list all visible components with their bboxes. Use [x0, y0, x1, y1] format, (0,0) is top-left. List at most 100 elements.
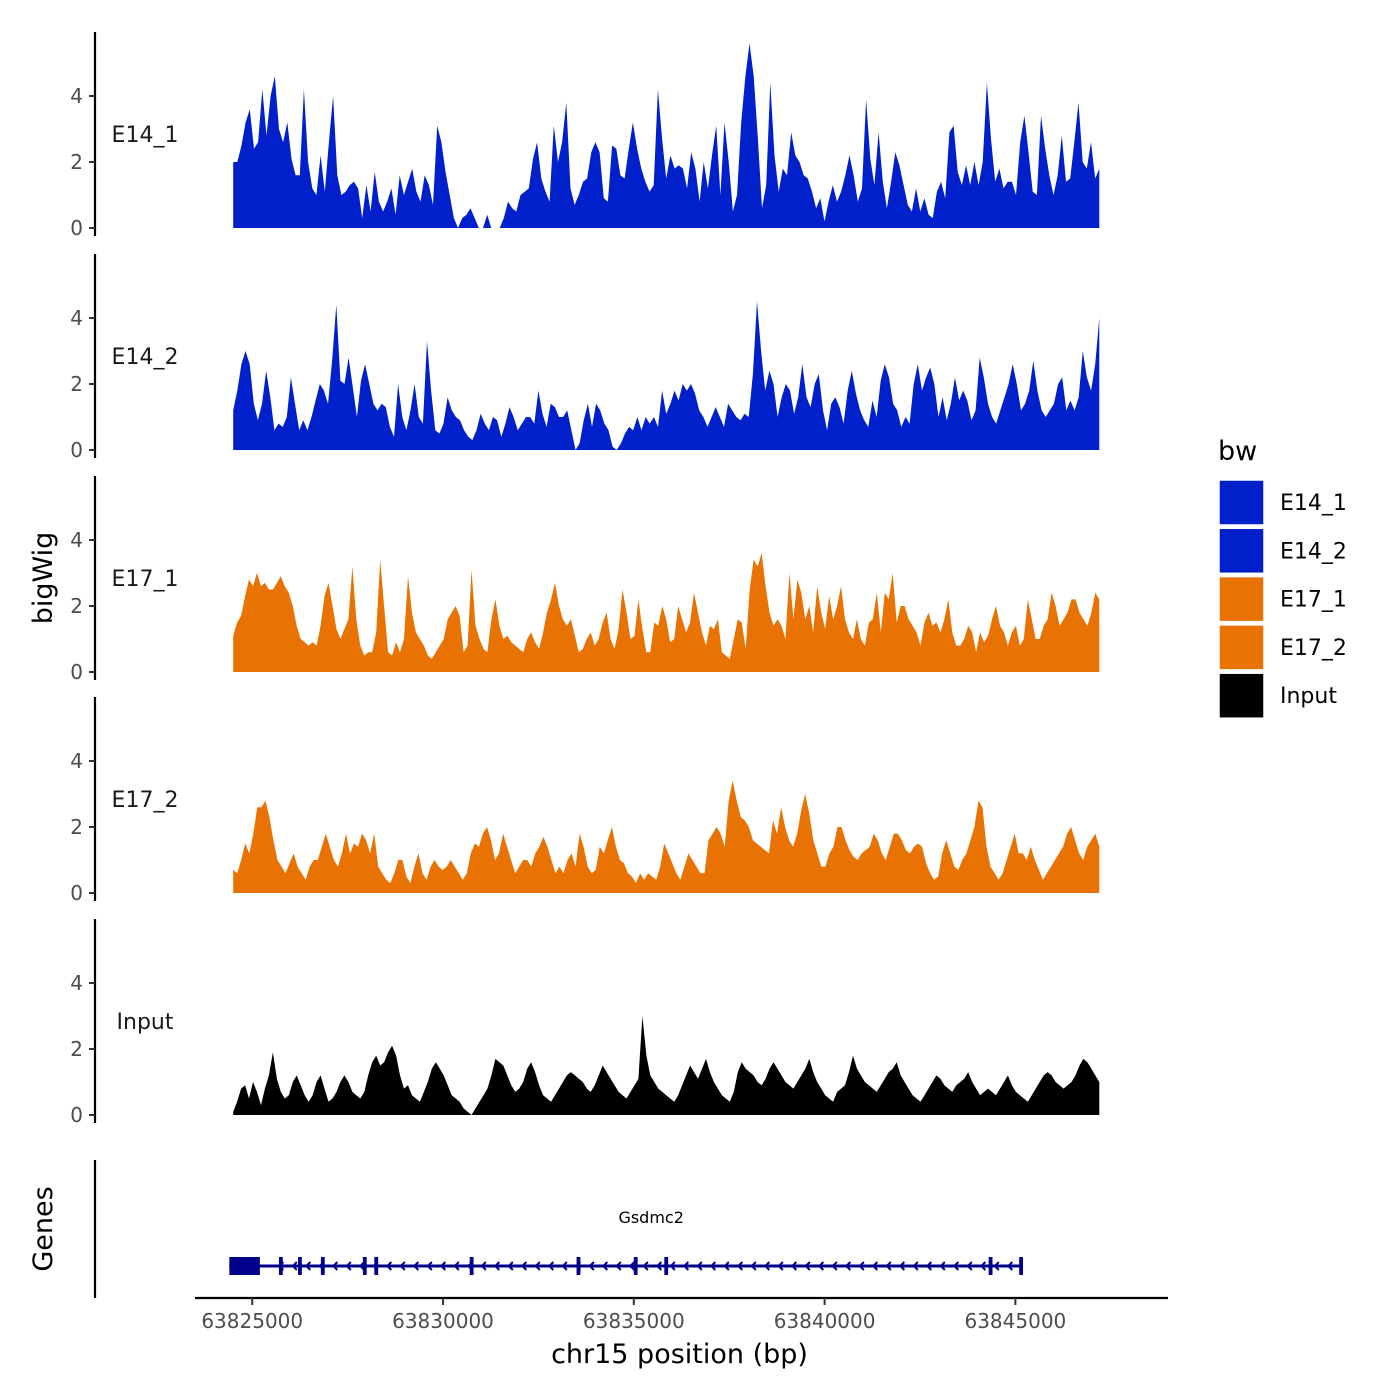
track-E17_1: 0 2 4 E17_1: [70, 476, 1100, 684]
strand-arrow-icon: [547, 1261, 555, 1271]
legend: bw E14_1 E14_2 E17_1 E17_2 Input: [1218, 436, 1347, 719]
strand-arrow-icon: [453, 1261, 460, 1271]
x-tick-label: 63840000: [774, 1309, 876, 1333]
track-E17_2: 0 2 4 E17_2: [70, 697, 1100, 905]
strand-arrow-icon: [844, 1261, 852, 1271]
strand-arrow-icon: [777, 1261, 784, 1271]
strand-arrow-icon: [480, 1261, 487, 1271]
strand-arrow-icon: [345, 1261, 352, 1271]
gene-exon[interactable]: [988, 1257, 993, 1275]
track-label-E14_1: E14_1: [112, 123, 179, 148]
genes-axis-title: Genes: [28, 1186, 59, 1271]
legend-title: bw: [1218, 436, 1257, 467]
y-tick-label-E17_2-0: 0: [70, 881, 83, 905]
y-tick-label-E14_1-0: 0: [70, 216, 83, 240]
strand-arrow-icon: [790, 1261, 798, 1271]
strand-arrow-icon: [507, 1261, 514, 1271]
y-tick-label-E17_1-4: 4: [70, 528, 83, 552]
strand-arrow-icon: [831, 1261, 838, 1271]
legend-label-E17_2: E17_2: [1280, 636, 1347, 661]
strand-arrow-icon: [588, 1261, 595, 1271]
coverage-area-Input[interactable]: [233, 1016, 1100, 1115]
strand-arrow-icon: [939, 1261, 946, 1271]
strand-arrow-icon: [709, 1261, 717, 1271]
y-tick-label-E14_2-4: 4: [70, 306, 83, 330]
strand-arrow-icon: [534, 1261, 541, 1271]
coverage-area-E14_1[interactable]: [233, 43, 1100, 229]
strand-arrow-icon: [912, 1261, 919, 1271]
coverage-area-E17_2[interactable]: [233, 780, 1100, 893]
x-axis-title: chr15 position (bp): [551, 1339, 808, 1370]
track-label-Input: Input: [117, 1010, 174, 1035]
y-tick-label-E14_2-0: 0: [70, 438, 83, 462]
strand-arrow-icon: [925, 1261, 933, 1271]
strand-arrow-icon: [1006, 1261, 1014, 1271]
gene-exon[interactable]: [362, 1257, 367, 1275]
strand-arrow-icon: [561, 1261, 568, 1271]
coverage-tracks: 0 2 4 E14_1 0 2 4 E14_2 0 2 4 E17_1 0 2 4 E17_2 0 2 4 Input: [70, 32, 1100, 1127]
legend-key-Input: [1218, 672, 1265, 719]
gene-exon[interactable]: [229, 1257, 260, 1275]
x-tick-label: 63845000: [964, 1309, 1066, 1333]
gene-exon[interactable]: [320, 1257, 325, 1275]
strand-arrow-icon: [885, 1261, 892, 1271]
legend-key-E17_2: [1218, 624, 1265, 671]
strand-arrow-icon: [993, 1261, 1000, 1271]
x-tick-label: 63835000: [583, 1309, 685, 1333]
track-label-E17_1: E17_1: [112, 567, 179, 592]
strand-arrow-icon: [871, 1261, 879, 1271]
strand-arrow-icon: [858, 1261, 865, 1271]
legend-key-E14_2: [1218, 527, 1265, 575]
strand-arrow-icon: [399, 1261, 406, 1271]
strand-arrow-icon: [763, 1261, 771, 1271]
y-tick-label-Input-2: 2: [70, 1037, 83, 1061]
strand-arrow-icon: [426, 1261, 433, 1271]
track-E14_2: 0 2 4 E14_2: [70, 254, 1100, 462]
y-tick-label-E17_1-0: 0: [70, 660, 83, 684]
strand-arrow-icon: [723, 1261, 730, 1271]
gene-exon[interactable]: [576, 1257, 581, 1275]
y-tick-label-E14_1-2: 2: [70, 150, 83, 174]
legend-label-E14_1: E14_1: [1280, 491, 1347, 516]
track-label-E14_2: E14_2: [112, 345, 179, 370]
gene-exon[interactable]: [633, 1257, 638, 1275]
strand-arrow-icon: [817, 1261, 825, 1271]
gene-exon[interactable]: [469, 1257, 474, 1275]
strand-arrow-icon: [412, 1261, 420, 1271]
legend-key-E17_1: [1218, 575, 1265, 623]
gene-exon[interactable]: [278, 1257, 283, 1275]
strand-arrow-icon: [615, 1261, 622, 1271]
strand-arrow-icon: [979, 1261, 987, 1271]
gene-name-label: Gsdmc2: [618, 1208, 683, 1227]
strand-arrow-icon: [682, 1261, 690, 1271]
strand-arrow-icon: [952, 1261, 960, 1271]
strand-arrow-icon: [439, 1261, 447, 1271]
x-tick-label: 63830000: [392, 1309, 494, 1333]
gene-exon[interactable]: [374, 1257, 379, 1275]
strand-arrow-icon: [601, 1261, 609, 1271]
gene-track: Genes Gsdmc2: [28, 1160, 1024, 1298]
y-tick-label-Input-4: 4: [70, 971, 83, 995]
strand-arrow-icon: [291, 1261, 298, 1271]
strand-arrow-icon: [655, 1261, 663, 1271]
gene-exon[interactable]: [1019, 1257, 1024, 1275]
y-tick-label-E17_2-4: 4: [70, 749, 83, 773]
track-E14_1: 0 2 4 E14_1: [70, 32, 1100, 240]
strand-arrow-icon: [493, 1261, 501, 1271]
strand-arrow-icon: [642, 1261, 649, 1271]
y-tick-label-E14_1-4: 4: [70, 84, 83, 108]
legend-key-E14_1: [1218, 479, 1265, 526]
strand-arrow-icon: [736, 1261, 744, 1271]
coverage-area-E17_1[interactable]: [233, 553, 1100, 672]
legend-label-E14_2: E14_2: [1280, 539, 1347, 564]
coverage-area-E14_2[interactable]: [233, 301, 1100, 451]
track-label-E17_2: E17_2: [112, 788, 179, 813]
gene-exon[interactable]: [298, 1257, 302, 1275]
gene-exon[interactable]: [664, 1257, 669, 1275]
strand-arrow-icon: [966, 1261, 973, 1271]
strand-arrow-icon: [331, 1261, 339, 1271]
x-tick-label: 63825000: [201, 1309, 303, 1333]
legend-label-E17_1: E17_1: [1280, 588, 1347, 613]
strand-arrow-icon: [385, 1261, 393, 1271]
